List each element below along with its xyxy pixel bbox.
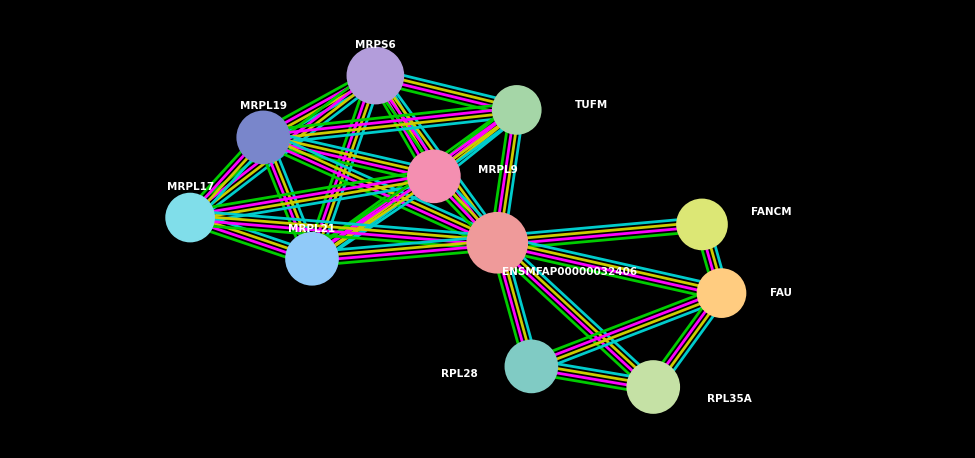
Text: MRPL17: MRPL17 <box>167 182 214 192</box>
Ellipse shape <box>677 199 727 250</box>
Ellipse shape <box>237 111 290 164</box>
Ellipse shape <box>286 233 338 285</box>
Ellipse shape <box>697 269 746 317</box>
Ellipse shape <box>467 213 527 273</box>
Text: MRPS6: MRPS6 <box>355 40 396 50</box>
Ellipse shape <box>627 361 680 413</box>
Text: MRPL21: MRPL21 <box>289 224 335 234</box>
Ellipse shape <box>408 150 460 202</box>
Text: MRPL19: MRPL19 <box>240 101 287 111</box>
Text: ENSMFAP00000032406: ENSMFAP00000032406 <box>502 267 638 277</box>
Text: FAU: FAU <box>770 288 793 298</box>
Ellipse shape <box>166 194 214 241</box>
Ellipse shape <box>492 86 541 134</box>
Text: RPL28: RPL28 <box>441 369 478 379</box>
Text: RPL35A: RPL35A <box>707 394 752 404</box>
Ellipse shape <box>347 48 404 104</box>
Text: MRPL9: MRPL9 <box>478 165 518 175</box>
Ellipse shape <box>505 340 558 393</box>
Text: FANCM: FANCM <box>751 207 792 217</box>
Text: TUFM: TUFM <box>575 100 608 110</box>
